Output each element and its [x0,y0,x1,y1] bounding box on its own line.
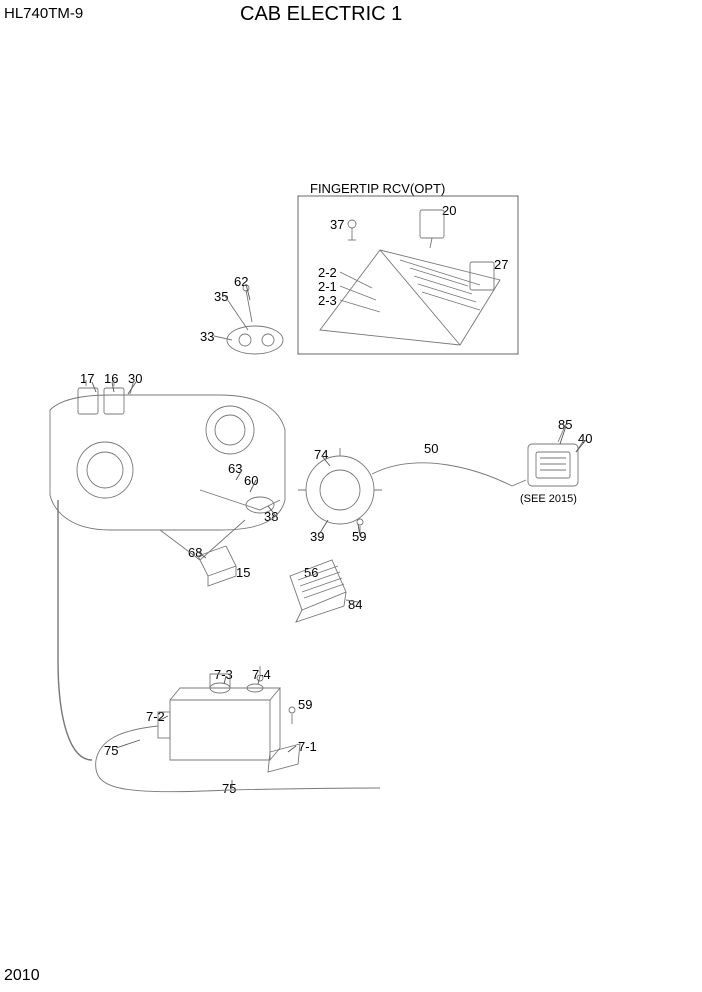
rocker-switches [78,380,134,414]
inset-panel [320,210,500,345]
washer-tank [158,666,300,772]
rear-lamp [512,424,584,486]
diagram-lineart [0,0,702,992]
washer-hose [58,500,380,792]
relay-15 [198,546,236,586]
clockspring [298,448,512,534]
accel-pedal [290,560,358,622]
dash-cluster [50,395,285,560]
